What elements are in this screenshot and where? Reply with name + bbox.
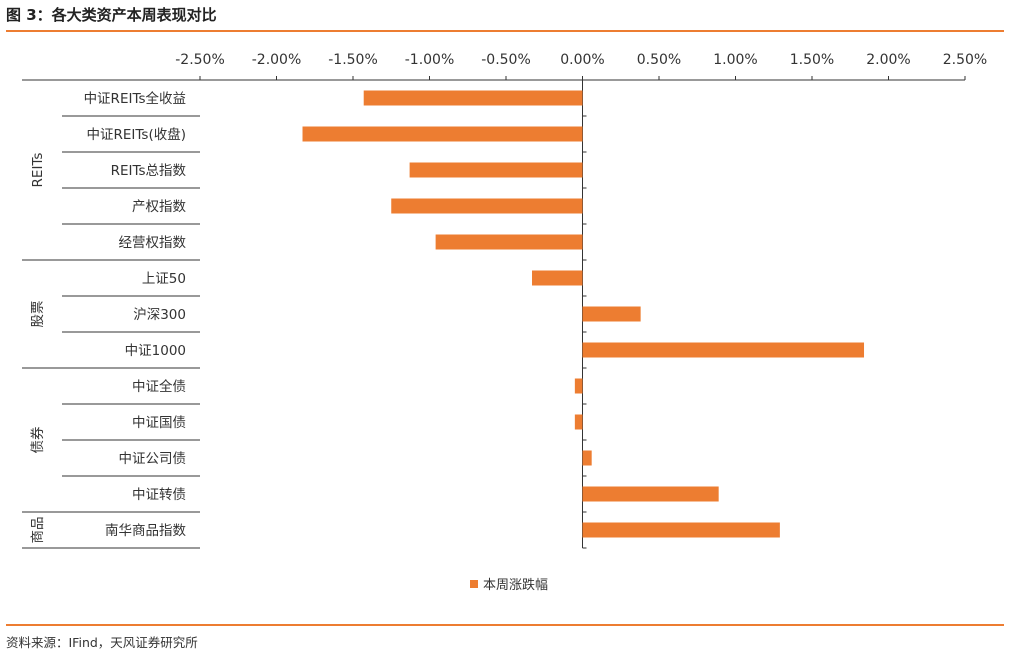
category-label: 中证REITs全收益	[84, 90, 186, 107]
bar	[391, 198, 583, 214]
bar	[532, 270, 583, 286]
group-label: 商品	[30, 517, 46, 544]
bar	[582, 486, 719, 502]
category-label: 中证国债	[132, 415, 186, 431]
category-label: 中证REITs(收盘)	[87, 126, 186, 143]
group-label: 债券	[30, 426, 46, 453]
category-label: 经营权指数	[119, 234, 187, 251]
category-label: 中证全债	[132, 378, 186, 395]
legend-label: 本周涨跌幅	[483, 577, 548, 593]
category-label: 产权指数	[132, 198, 186, 215]
bar	[574, 378, 583, 394]
bar	[302, 126, 583, 142]
bar	[409, 162, 583, 178]
x-tick-label: 2.50%	[943, 52, 987, 68]
category-label: 中证1000	[125, 343, 186, 359]
bar	[582, 450, 592, 466]
bar	[363, 90, 583, 106]
category-label: REITs总指数	[111, 163, 187, 179]
bar	[574, 414, 583, 430]
footer-rule	[6, 624, 1004, 626]
category-label: 沪深300	[133, 307, 186, 323]
bar	[582, 342, 865, 358]
bar	[582, 306, 641, 322]
legend-swatch	[470, 580, 478, 588]
bar	[435, 234, 583, 250]
category-label: 中证公司债	[119, 451, 187, 467]
x-tick-label: 0.00%	[560, 52, 604, 68]
category-label: 上证50	[142, 271, 186, 287]
x-tick-label: -1.00%	[405, 52, 455, 68]
x-tick-label: 0.50%	[637, 52, 681, 68]
bar-chart: -2.50% -2.00% -1.50% -1.00% -0.50% 0.00% 0.50%…	[22, 52, 987, 593]
group-label: REITs	[30, 153, 46, 188]
x-tick-label: -0.50%	[481, 52, 531, 68]
x-tick-label: 2.00%	[866, 52, 910, 68]
header-rule	[6, 30, 1004, 32]
x-tick-label: -2.00%	[252, 52, 302, 68]
x-tick-label: 1.50%	[790, 52, 834, 68]
category-label: 南华商品指数	[105, 523, 186, 539]
x-tick-label: -1.50%	[328, 52, 378, 68]
bar	[582, 522, 780, 538]
x-tick-label: -2.50%	[175, 52, 225, 68]
x-tick-label: 1.00%	[713, 52, 757, 68]
category-label: 中证转债	[132, 487, 186, 503]
group-label: 股票	[30, 301, 46, 328]
source-note: 资料来源：IFind，天风证券研究所	[6, 635, 198, 650]
figure-title: 图 3：各大类资产本周表现对比	[6, 6, 217, 24]
